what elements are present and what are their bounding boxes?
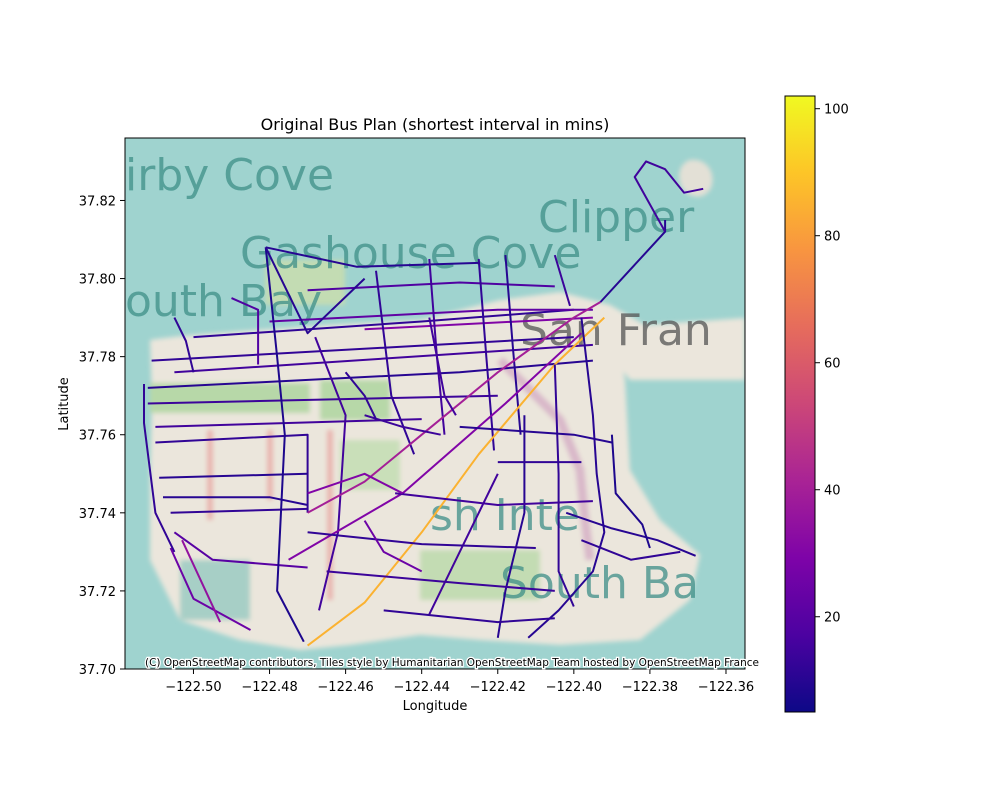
x-tick-label: −122.42 — [470, 680, 526, 695]
y-tick-label: 37.78 — [79, 351, 116, 366]
y-axis: 37.70 37.72 37.74 37.76 37.78 37.80 37.82 — [79, 194, 125, 678]
x-tick-label: −122.48 — [241, 680, 297, 695]
bus-route-47 — [173, 317, 195, 373]
x-tick-label: −122.44 — [393, 680, 449, 695]
bus-route-8 — [143, 384, 176, 553]
bus-route-26 — [307, 301, 602, 514]
bus-route-35 — [383, 609, 555, 624]
colorbar-tick-label: 80 — [824, 230, 841, 245]
bus-route-6 — [307, 281, 555, 292]
bus-route-46 — [363, 520, 423, 573]
bus-route-17 — [264, 247, 305, 643]
bus-route-28 — [306, 316, 605, 647]
bus-route-21 — [375, 270, 416, 455]
y-tick-label: 37.80 — [79, 273, 116, 288]
bus-route-5 — [269, 308, 593, 323]
bus-route-48 — [231, 297, 260, 365]
colorbar-axis: 20 40 60 80 100 — [815, 103, 849, 626]
bus-route-43 — [610, 434, 651, 549]
bus-route-4 — [193, 308, 574, 339]
bus-route-9 — [155, 418, 422, 428]
bus-route-33 — [496, 415, 526, 638]
park — [340, 440, 400, 490]
bus-route-31 — [527, 317, 606, 639]
land — [560, 292, 745, 380]
bus-route-10 — [155, 433, 309, 513]
colorbar-tick-label: 20 — [824, 611, 841, 626]
bus-route-18 — [265, 246, 479, 268]
basemap-label: South Ba — [500, 558, 699, 609]
basemap-label: irby Cove — [125, 150, 334, 201]
y-tick-label: 37.82 — [79, 194, 116, 209]
routes-layer — [143, 160, 704, 647]
y-tick-label: 37.70 — [79, 663, 116, 678]
y-tick-label: 37.76 — [79, 429, 116, 444]
colorbar — [784, 95, 816, 713]
bus-route-36 — [326, 570, 555, 592]
bus-route-27 — [288, 332, 583, 561]
x-tick-label: −122.36 — [698, 680, 754, 695]
bus-route-34 — [428, 473, 499, 615]
x-tick-label: −122.50 — [165, 680, 221, 695]
x-tick-label: −122.38 — [622, 680, 678, 695]
x-tick-label: −122.46 — [317, 680, 373, 695]
x-axis: −122.50 −122.48 −122.46 −122.44 −122.42 −122.… — [165, 669, 754, 695]
bus-route-42 — [581, 539, 681, 561]
basemap-label: Clipper — [538, 192, 695, 243]
bus-route-13 — [170, 507, 308, 514]
bus-route-15 — [169, 547, 251, 631]
bus-route-24 — [504, 255, 522, 435]
bus-route-14 — [173, 531, 308, 569]
bus-route-23 — [477, 258, 495, 451]
colorbar-tick-label: 100 — [824, 103, 849, 118]
axes-frame — [124, 137, 746, 670]
colorbar-tick-label: 40 — [824, 484, 841, 499]
basemap-label: outh Bay — [125, 276, 322, 327]
bus-route-30 — [633, 160, 704, 233]
bus-route-38 — [394, 492, 593, 506]
bus-route-50 — [344, 371, 377, 420]
bus-route-37 — [307, 531, 536, 549]
bus-route-16 — [181, 539, 222, 623]
bus-route-25 — [553, 254, 571, 307]
island — [679, 159, 713, 197]
y-tick-label: 37.72 — [79, 585, 116, 600]
attribution: (C) OpenStreetMap contributors, Tiles st… — [145, 657, 759, 669]
bus-route-19 — [264, 246, 366, 335]
bus-route-41 — [565, 511, 696, 557]
bus-route-49 — [428, 317, 457, 416]
y-axis-label: Latitude — [57, 377, 72, 431]
chart-title: Original Bus Plan (shortest interval in … — [261, 115, 610, 134]
y-tick-label: 37.74 — [79, 507, 116, 522]
bus-route-3 — [147, 394, 498, 405]
bus-route-1 — [174, 343, 593, 374]
bus-route-39 — [459, 425, 613, 444]
bus-route-7 — [364, 316, 593, 331]
bus-route-12 — [163, 496, 308, 506]
basemap: irby Cove Gashouse Cove outh Bay Clipper… — [125, 138, 745, 669]
bus-route-44 — [364, 414, 441, 436]
park — [150, 383, 310, 413]
x-tick-label: −122.40 — [546, 680, 602, 695]
bus-route-45 — [307, 472, 404, 495]
colorbar-tick-label: 60 — [824, 357, 841, 372]
park — [265, 260, 345, 305]
basemap-label: sh Inte — [430, 490, 580, 541]
x-axis-label: Longitude — [403, 699, 468, 714]
bus-route-0 — [151, 336, 574, 362]
bus-route-32 — [553, 364, 575, 607]
